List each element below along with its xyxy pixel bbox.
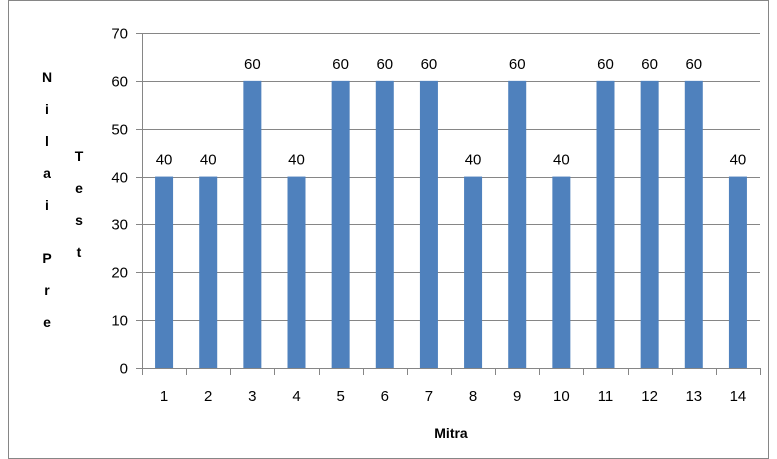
- data-label: 60: [685, 56, 702, 73]
- y-title-letter: N: [42, 69, 52, 85]
- x-tick-labels: 1 2 3 4 5 6 7 8 9 10 11 12 13 14: [160, 388, 746, 405]
- y-tick-label: 10: [111, 313, 128, 330]
- bar: [199, 176, 218, 368]
- x-tick-label: 9: [513, 388, 521, 405]
- data-label: 40: [553, 152, 570, 169]
- y-title-letter: e: [75, 180, 83, 196]
- data-label: 60: [641, 56, 658, 73]
- y-tick-label: 60: [111, 74, 128, 91]
- data-labels: 40 40 60 40 60 60 60 40 60 40 60 60 60 40: [156, 56, 747, 169]
- axes: [136, 33, 761, 375]
- y-title-letter: l: [45, 133, 49, 149]
- y-tick-label: 30: [111, 217, 128, 234]
- y-tick-label: 70: [111, 26, 128, 43]
- bar: [552, 176, 571, 368]
- y-tick-label: 40: [111, 170, 128, 187]
- bar: [419, 80, 438, 368]
- data-label: 40: [465, 152, 482, 169]
- bar: [596, 80, 615, 368]
- y-title-letter: P: [42, 250, 51, 266]
- x-tick-label: 6: [381, 388, 389, 405]
- bar: [508, 80, 527, 368]
- x-tick-label: 4: [292, 388, 300, 405]
- bar: [640, 80, 659, 368]
- y-tick-label: 20: [111, 265, 128, 282]
- x-tick-label: 5: [336, 388, 344, 405]
- x-tick-label: 10: [553, 388, 570, 405]
- y-title-letter: r: [44, 282, 50, 298]
- y-title-letter: i: [45, 197, 49, 213]
- y-title-letter: t: [77, 244, 82, 260]
- x-tick-label: 7: [425, 388, 433, 405]
- y-tick-label: 50: [111, 122, 128, 139]
- x-tick-label: 3: [248, 388, 256, 405]
- data-label: 40: [730, 152, 747, 169]
- y-tick-labels: 0 10 20 30 40 50 60 70: [111, 26, 128, 378]
- x-tick-label: 13: [685, 388, 702, 405]
- y-tick-label: 0: [120, 361, 128, 378]
- x-axis-title: Mitra: [434, 425, 468, 441]
- bar: [331, 80, 350, 368]
- y-title-letter: a: [43, 165, 51, 181]
- data-label: 40: [288, 152, 305, 169]
- bars: [155, 80, 747, 368]
- data-label: 60: [332, 56, 349, 73]
- bar: [728, 176, 747, 368]
- data-label: 60: [597, 56, 614, 73]
- y-title-letter: e: [43, 314, 51, 330]
- data-label: 60: [376, 56, 393, 73]
- x-tick-label: 12: [641, 388, 658, 405]
- data-label: 60: [421, 56, 438, 73]
- y-title-letter: i: [45, 101, 49, 117]
- bar: [464, 176, 483, 368]
- x-tick-label: 11: [598, 388, 614, 405]
- x-tick-label: 2: [204, 388, 212, 405]
- data-label: 60: [244, 56, 261, 73]
- bar: [155, 176, 174, 368]
- bar: [287, 176, 306, 368]
- y-title-letter: s: [75, 212, 83, 228]
- x-tick-label: 1: [160, 388, 168, 405]
- bar: [375, 80, 394, 368]
- y-title-letter: T: [75, 148, 84, 164]
- x-tick-label: 8: [469, 388, 477, 405]
- data-label: 40: [156, 152, 173, 169]
- data-label: 60: [509, 56, 526, 73]
- x-tick-label: 14: [730, 388, 747, 405]
- data-label: 40: [200, 152, 217, 169]
- bar: [243, 80, 262, 368]
- bar: [684, 80, 703, 368]
